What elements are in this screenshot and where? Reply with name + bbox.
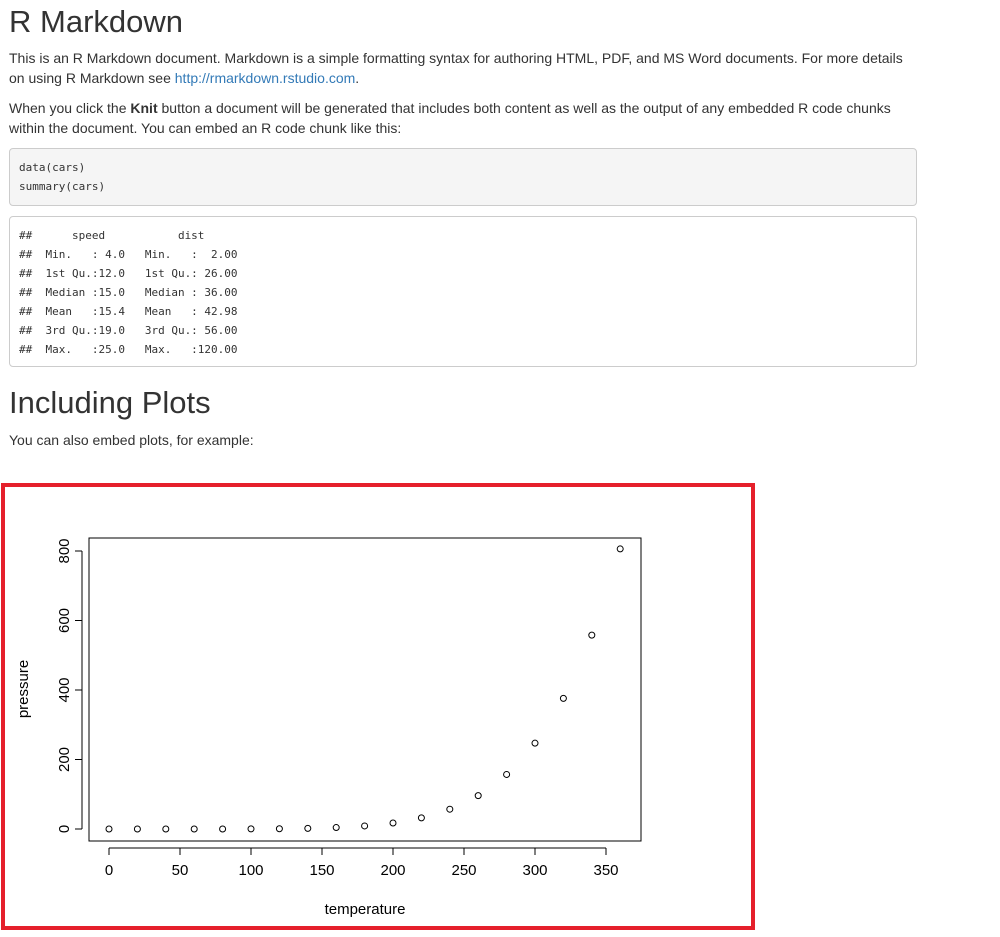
data-point	[503, 770, 511, 778]
section-title: Including Plots	[9, 385, 211, 420]
data-point	[247, 825, 255, 833]
data-point	[446, 805, 454, 813]
data-point	[616, 545, 624, 553]
data-point	[417, 814, 425, 822]
output-line: ## 1st Qu.:12.0 1st Qu.: 26.00	[19, 267, 251, 280]
x-tick-label: 250	[451, 862, 476, 879]
intro-text: This is an R Markdown document. Markdown…	[9, 50, 903, 86]
y-tick-label: 200	[56, 747, 73, 772]
code-chunk: data(cars) summary(cars)	[9, 148, 917, 206]
code-line: data(cars)	[19, 161, 86, 174]
output-line: ## Max. :25.0 Max. :120.00	[19, 343, 251, 356]
data-point	[332, 824, 340, 832]
x-tick-label: 0	[105, 862, 113, 879]
code-output: ## speed dist ## Min. : 4.0 Min. : 2.00 …	[9, 216, 917, 367]
plots-paragraph: You can also embed plots, for example:	[9, 432, 254, 448]
data-point	[190, 825, 198, 833]
scatter-plot: 0 50 100 150 200 250 300 350 0 200 400 600 800 temp…	[15, 537, 642, 918]
data-point	[219, 825, 227, 833]
knit-text-after: button a document will be generated that…	[9, 100, 891, 136]
data-point	[162, 825, 170, 833]
data-point	[559, 694, 567, 702]
y-tick-label: 600	[56, 608, 73, 633]
intro-paragraph: This is an R Markdown document. Markdown…	[9, 48, 914, 88]
page-title: R Markdown	[9, 4, 183, 39]
y-axis: 0 200 400 600 800	[56, 538, 83, 833]
data-point	[531, 739, 539, 747]
data-point	[588, 631, 596, 639]
knit-paragraph: When you click the Knit button a documen…	[9, 98, 914, 138]
intro-text-end: .	[355, 70, 360, 86]
y-axis-label: pressure	[15, 660, 32, 718]
output-line: ## Min. : 4.0 Min. : 2.00	[19, 248, 251, 261]
output-line: ## Mean :15.4 Mean : 42.98	[19, 305, 251, 318]
data-point	[361, 822, 369, 830]
y-tick-label: 0	[56, 825, 73, 833]
rmarkdown-link[interactable]: http://rmarkdown.rstudio.com	[174, 70, 356, 86]
output-line: ## speed dist	[19, 229, 231, 242]
output-line: ## 3rd Qu.:19.0 3rd Qu.: 56.00	[19, 324, 251, 337]
code-line: summary(cars)	[19, 180, 106, 193]
x-axis-label: temperature	[325, 901, 406, 918]
output-line: ## Median :15.0 Median : 36.00	[19, 286, 251, 299]
plot-area-box	[88, 537, 642, 842]
data-point	[275, 825, 283, 833]
data-point	[105, 825, 113, 833]
knit-bold: Knit	[130, 100, 158, 116]
y-tick-label: 800	[56, 538, 73, 563]
x-tick-label: 100	[238, 862, 263, 879]
knit-text-before: When you click the	[9, 100, 131, 116]
data-points	[105, 545, 624, 833]
x-tick-label: 50	[172, 862, 189, 879]
plot-highlight-frame: 0 50 100 150 200 250 300 350 0 200 400 600 800 temp…	[1, 483, 755, 930]
x-tick-label: 150	[309, 862, 334, 879]
y-tick-label: 400	[56, 677, 73, 702]
data-point	[133, 825, 141, 833]
x-tick-label: 350	[593, 862, 618, 879]
x-axis: 0 50 100 150 200 250 300 350	[105, 847, 619, 879]
data-point	[389, 819, 397, 827]
data-point	[474, 792, 482, 800]
x-tick-label: 200	[380, 862, 405, 879]
x-tick-label: 300	[522, 862, 547, 879]
data-point	[304, 824, 312, 832]
